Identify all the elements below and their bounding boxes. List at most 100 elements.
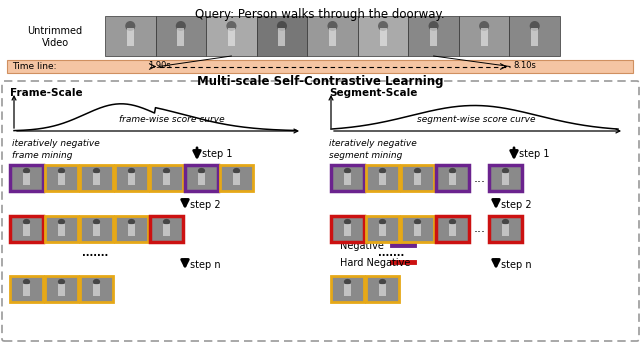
Bar: [58, 224, 65, 236]
Text: Untrimmed
Video: Untrimmed Video: [28, 26, 83, 48]
Ellipse shape: [328, 21, 337, 31]
Ellipse shape: [176, 21, 186, 31]
Ellipse shape: [128, 219, 135, 225]
Bar: [331, 165, 364, 191]
Text: Time line:: Time line:: [12, 62, 56, 71]
Bar: [115, 165, 148, 191]
Ellipse shape: [23, 219, 30, 225]
Bar: [331, 216, 364, 242]
Bar: [233, 173, 240, 185]
Ellipse shape: [163, 219, 170, 225]
Ellipse shape: [502, 168, 509, 174]
Bar: [331, 276, 364, 302]
Bar: [10, 216, 43, 242]
Bar: [436, 165, 469, 191]
Bar: [115, 216, 148, 242]
Bar: [459, 16, 509, 56]
Bar: [379, 173, 386, 185]
Bar: [502, 224, 509, 236]
FancyBboxPatch shape: [2, 81, 639, 341]
Bar: [344, 173, 351, 185]
Bar: [45, 276, 78, 302]
Ellipse shape: [93, 219, 100, 225]
Text: Multi-scale Self-Contrastive Learning: Multi-scale Self-Contrastive Learning: [196, 75, 444, 88]
Bar: [23, 224, 30, 236]
Bar: [58, 173, 65, 185]
Bar: [489, 165, 522, 191]
Ellipse shape: [378, 21, 388, 31]
Ellipse shape: [58, 279, 65, 285]
Ellipse shape: [449, 168, 456, 174]
Bar: [366, 276, 399, 302]
Ellipse shape: [502, 219, 509, 225]
Ellipse shape: [227, 21, 236, 31]
Bar: [156, 16, 206, 56]
Text: 1.90s: 1.90s: [148, 61, 170, 70]
Text: 8.10s: 8.10s: [513, 61, 536, 70]
Ellipse shape: [379, 168, 386, 174]
Text: .......: .......: [378, 248, 404, 258]
Bar: [23, 173, 30, 185]
Text: Negative: Negative: [340, 241, 384, 251]
Text: Segment-Scale: Segment-Scale: [329, 88, 417, 98]
Bar: [414, 224, 421, 236]
Text: frame-wise score curve: frame-wise score curve: [118, 115, 224, 123]
Bar: [177, 28, 184, 46]
Text: iteratively negative
segment mining: iteratively negative segment mining: [329, 139, 417, 160]
Bar: [150, 165, 183, 191]
Bar: [127, 28, 134, 46]
Bar: [80, 165, 113, 191]
Ellipse shape: [379, 279, 386, 285]
Bar: [93, 173, 100, 185]
Text: Query: Person walks through the doorway.: Query: Person walks through the doorway.: [195, 8, 445, 21]
Bar: [105, 16, 156, 56]
Text: ...: ...: [474, 223, 486, 236]
Bar: [436, 216, 469, 242]
Bar: [206, 16, 257, 56]
Bar: [358, 16, 408, 56]
Bar: [307, 16, 358, 56]
Bar: [449, 224, 456, 236]
Text: Frame-Scale: Frame-Scale: [10, 88, 83, 98]
Ellipse shape: [277, 21, 287, 31]
Text: Positive: Positive: [340, 224, 378, 234]
Bar: [380, 28, 387, 46]
Bar: [366, 165, 399, 191]
Ellipse shape: [23, 279, 30, 285]
Ellipse shape: [429, 21, 438, 31]
Bar: [449, 173, 456, 185]
Ellipse shape: [58, 168, 65, 174]
Bar: [80, 216, 113, 242]
Bar: [531, 28, 538, 46]
Bar: [45, 216, 78, 242]
Ellipse shape: [233, 168, 240, 174]
Bar: [220, 165, 253, 191]
Ellipse shape: [344, 168, 351, 174]
Bar: [329, 28, 336, 46]
Bar: [80, 276, 113, 302]
Ellipse shape: [128, 168, 135, 174]
Bar: [414, 173, 421, 185]
Ellipse shape: [379, 219, 386, 225]
Text: iteratively negative
frame mining: iteratively negative frame mining: [12, 139, 100, 160]
Ellipse shape: [93, 279, 100, 285]
Text: ...: ...: [474, 172, 486, 185]
Bar: [93, 224, 100, 236]
Bar: [379, 224, 386, 236]
Bar: [198, 173, 205, 185]
Bar: [401, 165, 434, 191]
Bar: [257, 16, 307, 56]
Bar: [93, 284, 100, 296]
Bar: [10, 276, 43, 302]
Text: segment-wise score curve: segment-wise score curve: [417, 115, 536, 123]
Bar: [344, 284, 351, 296]
Bar: [58, 284, 65, 296]
Ellipse shape: [93, 168, 100, 174]
Ellipse shape: [479, 21, 489, 31]
Bar: [10, 165, 43, 191]
Bar: [128, 224, 135, 236]
Text: Hard Negative: Hard Negative: [340, 258, 410, 268]
Ellipse shape: [414, 219, 421, 225]
Bar: [23, 284, 30, 296]
Ellipse shape: [163, 168, 170, 174]
